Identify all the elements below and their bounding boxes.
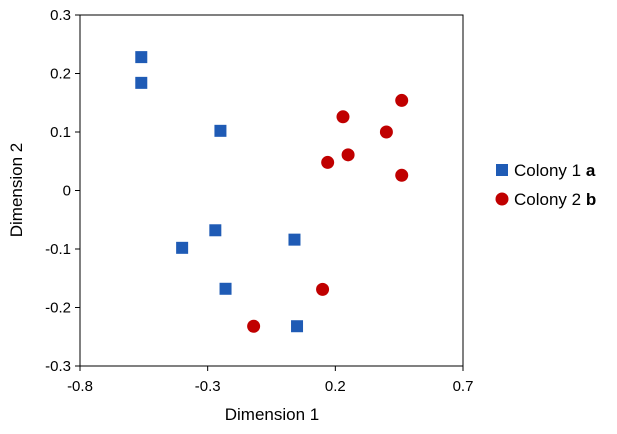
- colony-1-point: [176, 241, 189, 254]
- x-tick-label: 0.2: [325, 378, 346, 395]
- colony-2-point: [395, 93, 409, 107]
- colony-1-point: [214, 124, 227, 137]
- y-tick-label: 0.2: [50, 66, 71, 83]
- legend-series-name: Colony 1: [514, 161, 586, 180]
- colony-1-point: [291, 320, 304, 333]
- colony-2-point: [379, 125, 393, 139]
- y-tick-label: 0.3: [50, 7, 71, 24]
- x-tick-label: -0.3: [195, 378, 221, 395]
- y-axis-title: Dimension 2: [7, 143, 26, 238]
- y-tick-label: 0: [63, 183, 71, 200]
- legend-label: Colony 1 a: [514, 161, 596, 180]
- colony-1-point: [219, 282, 232, 295]
- y-tick-label: -0.2: [45, 300, 71, 317]
- colony-2-point: [321, 155, 335, 169]
- colony-2-point: [341, 148, 355, 162]
- colony-2-point: [247, 319, 261, 333]
- legend-label: Colony 2 b: [514, 190, 596, 209]
- legend-annotation: b: [586, 190, 596, 209]
- legend-square-icon: [496, 164, 508, 176]
- colony-1-point: [135, 51, 148, 64]
- legend-series-name: Colony 2: [514, 190, 586, 209]
- data-points: [135, 51, 409, 333]
- colony-2-point: [395, 168, 409, 182]
- colony-1-point: [135, 76, 148, 89]
- legend-circle-icon: [495, 192, 509, 206]
- legend-annotation: a: [586, 161, 596, 180]
- colony-2-point: [336, 110, 350, 124]
- x-tick-label: -0.8: [67, 378, 93, 395]
- x-tick-label: 0.7: [453, 378, 474, 395]
- plot-frame: [79, 14, 464, 367]
- colony-1-point: [209, 224, 222, 237]
- axes: -0.3 -0.2 -0.1 0 0.1 0.2 0.3 -0.8 -0.3 0.2 0.7: [45, 7, 473, 395]
- y-tick-label: -0.3: [45, 358, 71, 375]
- colony-2-point: [316, 282, 330, 296]
- colony-1-point: [288, 233, 301, 246]
- x-axis-title: Dimension 1: [225, 405, 320, 424]
- y-tick-label: -0.1: [45, 241, 71, 258]
- y-tick-label: 0.1: [50, 124, 71, 141]
